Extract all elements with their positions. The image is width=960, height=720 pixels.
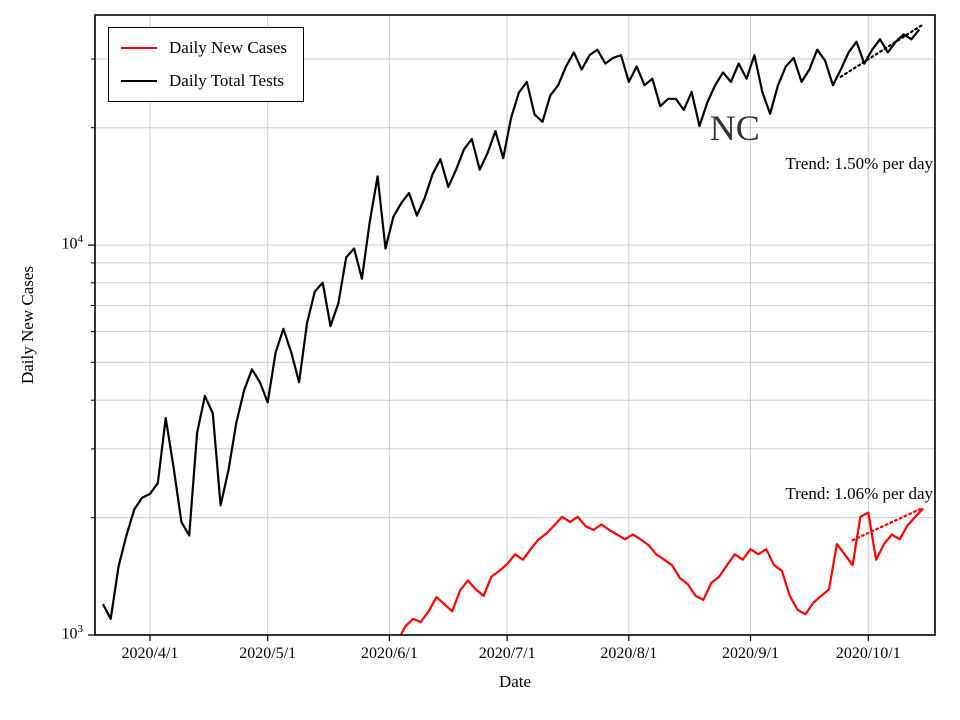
black-line-swatch [121,79,157,83]
red-line-swatch [121,46,157,50]
trend-line-cases-trend [851,506,925,542]
legend-item-daily-total-tests: Daily Total Tests [121,71,287,91]
series-layer [101,23,925,635]
trend-line-tests-trend [839,23,925,78]
legend-item-daily-new-cases: Daily New Cases [121,38,287,58]
y-axis-label: Daily New Cases [18,265,37,385]
plot-border [94,14,936,636]
legend-label: Daily New Cases [169,38,288,57]
series-line-daily-total-tests [101,28,921,621]
series-line-daily-new-cases [389,507,925,635]
legend: Daily New Cases Daily Total Tests [108,27,305,102]
legend-label: Daily Total Tests [169,71,285,90]
x-axis-label: Date [498,672,532,691]
